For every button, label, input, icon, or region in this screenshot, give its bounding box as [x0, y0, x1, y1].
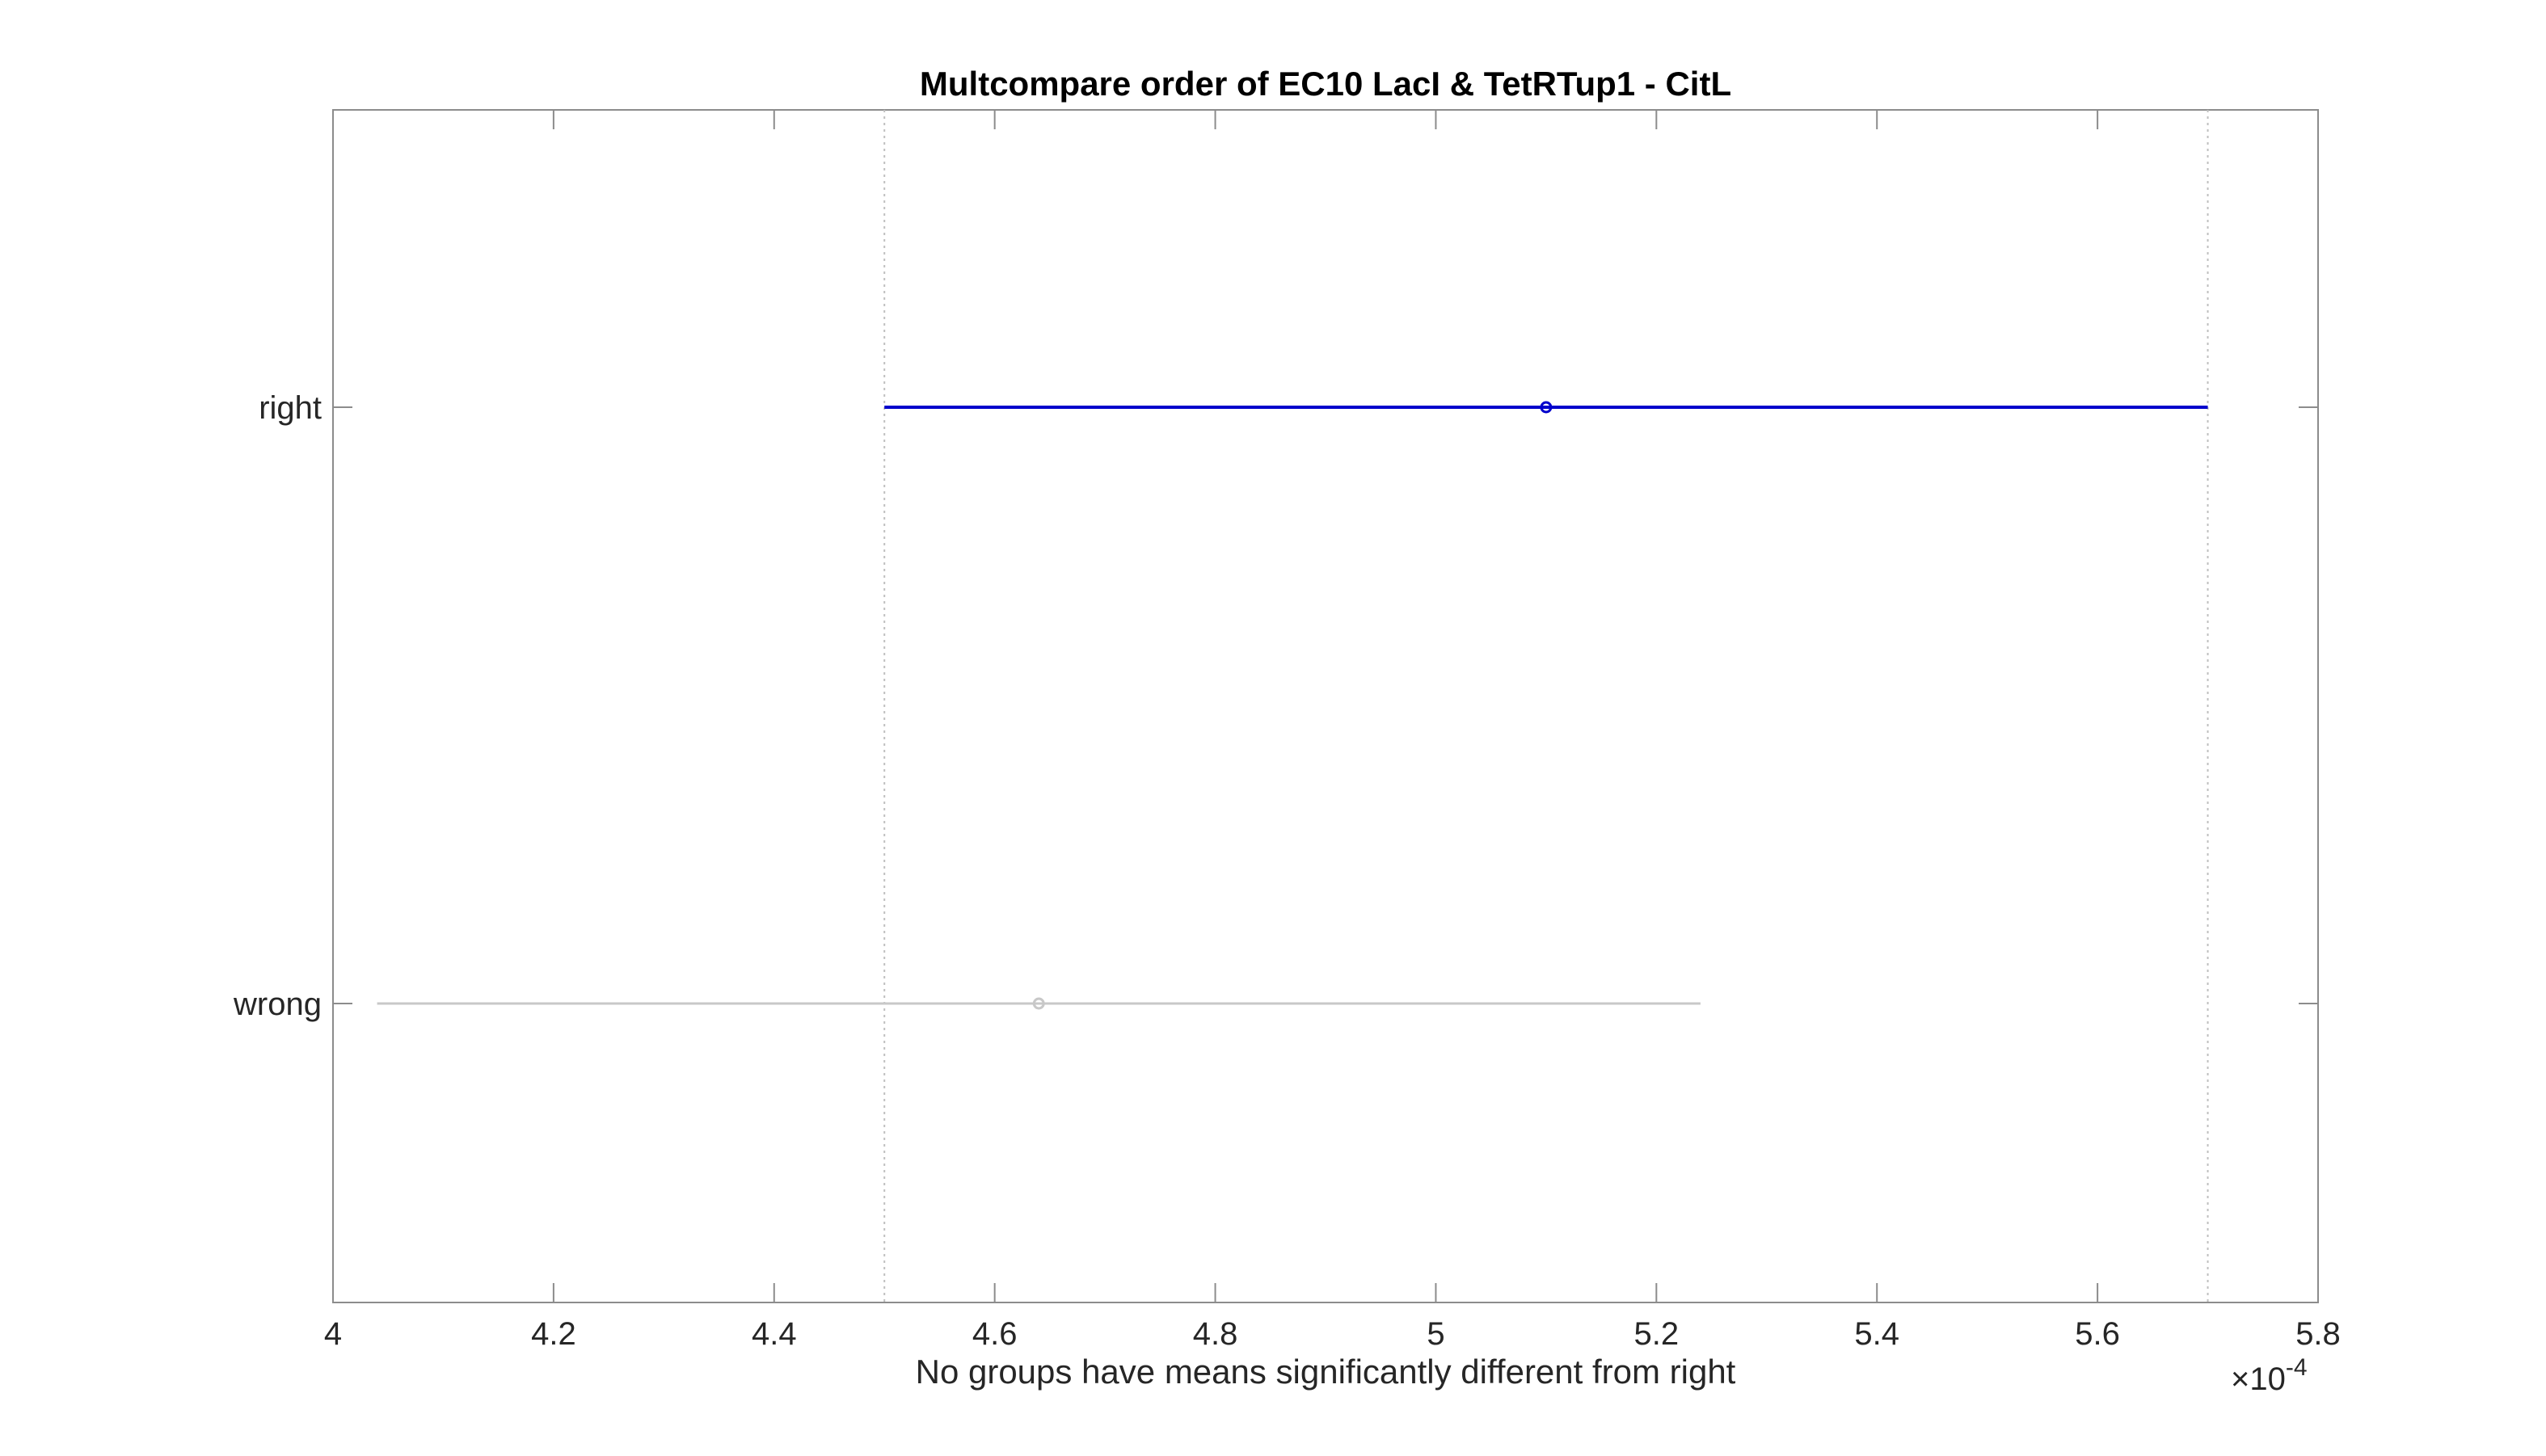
x-tick-label: 5	[1427, 1316, 1444, 1352]
chart-title: Multcompare order of EC10 LacI & TetRTup…	[920, 65, 1731, 103]
x-exponent-power: -4	[2286, 1354, 2308, 1381]
y-category-label: right	[259, 390, 322, 426]
x-tick-label: 4.2	[531, 1316, 576, 1352]
mean-marker-wrong	[1032, 997, 1045, 1010]
x-tick-label: 4.4	[752, 1316, 797, 1352]
mean-marker-right	[1540, 401, 1553, 414]
x-tick-label: 5.4	[1854, 1316, 1899, 1352]
x-tick-label: 4.6	[972, 1316, 1018, 1352]
x-axis-label: No groups have means significantly diffe…	[916, 1353, 1736, 1391]
x-exponent-base: ×10	[2231, 1361, 2286, 1397]
x-tick-label: 5.6	[2075, 1316, 2120, 1352]
x-tick-label: 5.8	[2295, 1316, 2341, 1352]
x-exponent-label: ×10-4	[2231, 1354, 2308, 1397]
plot-area: 4 4.2 4.4 4.6 4.8 5 5.2 5.4 5.6 5.8 right wrong	[233, 109, 2341, 1352]
svg-text:×10-4: ×10-4	[2231, 1354, 2308, 1397]
x-tick-label: 4.8	[1193, 1316, 1238, 1352]
x-tick-label: 5.2	[1634, 1316, 1680, 1352]
axes-box	[332, 109, 2319, 1303]
x-tick-label: 4	[324, 1316, 342, 1352]
y-category-label: wrong	[233, 987, 322, 1022]
